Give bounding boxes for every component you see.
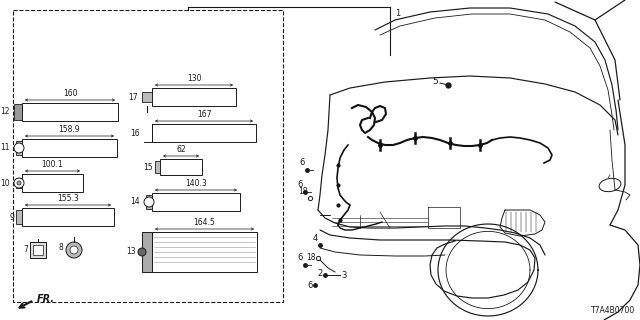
Bar	[16, 178, 22, 188]
Text: 17: 17	[129, 92, 138, 101]
Text: 130: 130	[187, 74, 201, 83]
Bar	[30, 242, 46, 258]
Text: T7A4B0700: T7A4B0700	[591, 306, 635, 315]
Text: 2: 2	[317, 269, 323, 278]
Text: 18: 18	[298, 187, 308, 196]
Text: 3: 3	[341, 270, 346, 279]
Bar	[22, 174, 83, 192]
Circle shape	[70, 246, 78, 254]
Circle shape	[144, 197, 154, 207]
Bar	[22, 103, 118, 121]
Circle shape	[138, 248, 146, 256]
Text: 62: 62	[176, 145, 186, 154]
Text: 6: 6	[298, 253, 303, 262]
Text: 4: 4	[313, 234, 318, 243]
Text: FR.: FR.	[37, 294, 55, 304]
Text: 7: 7	[23, 245, 28, 254]
Bar	[155, 161, 160, 173]
Bar	[152, 232, 257, 272]
Text: 164.5: 164.5	[194, 218, 216, 227]
Circle shape	[17, 181, 21, 185]
Text: 5: 5	[432, 77, 438, 86]
Text: 11: 11	[1, 143, 10, 153]
Text: 9: 9	[9, 212, 14, 221]
Text: 8: 8	[58, 244, 63, 252]
Text: 6: 6	[300, 158, 305, 167]
Text: 15: 15	[143, 163, 153, 172]
Text: 16: 16	[131, 129, 140, 138]
Ellipse shape	[599, 178, 621, 192]
Text: 160: 160	[63, 89, 77, 98]
Text: 140.3: 140.3	[185, 179, 207, 188]
Bar	[152, 88, 236, 106]
Text: 14: 14	[131, 197, 140, 206]
Bar	[14, 104, 22, 120]
Circle shape	[14, 143, 24, 153]
Bar	[13, 10, 283, 302]
Text: 155.3: 155.3	[57, 194, 79, 203]
Text: 6: 6	[298, 180, 303, 189]
Text: 6: 6	[308, 281, 313, 290]
Bar	[16, 141, 22, 155]
Circle shape	[66, 242, 82, 258]
Bar	[152, 124, 256, 142]
Bar	[142, 232, 152, 272]
Text: 158.9: 158.9	[59, 125, 80, 134]
Text: 10: 10	[1, 179, 10, 188]
Text: 12: 12	[1, 108, 10, 116]
Bar	[152, 193, 240, 211]
Bar	[33, 245, 43, 255]
Circle shape	[14, 178, 24, 188]
Text: 167: 167	[196, 110, 211, 119]
Bar	[146, 195, 152, 209]
Bar	[160, 159, 202, 175]
Bar	[142, 92, 152, 102]
Text: 18: 18	[307, 252, 316, 261]
Text: 1: 1	[395, 9, 400, 18]
Bar	[22, 139, 117, 157]
Bar	[22, 208, 114, 226]
Text: 100.1: 100.1	[42, 160, 63, 169]
Bar	[16, 210, 22, 224]
Text: 13: 13	[126, 247, 136, 257]
